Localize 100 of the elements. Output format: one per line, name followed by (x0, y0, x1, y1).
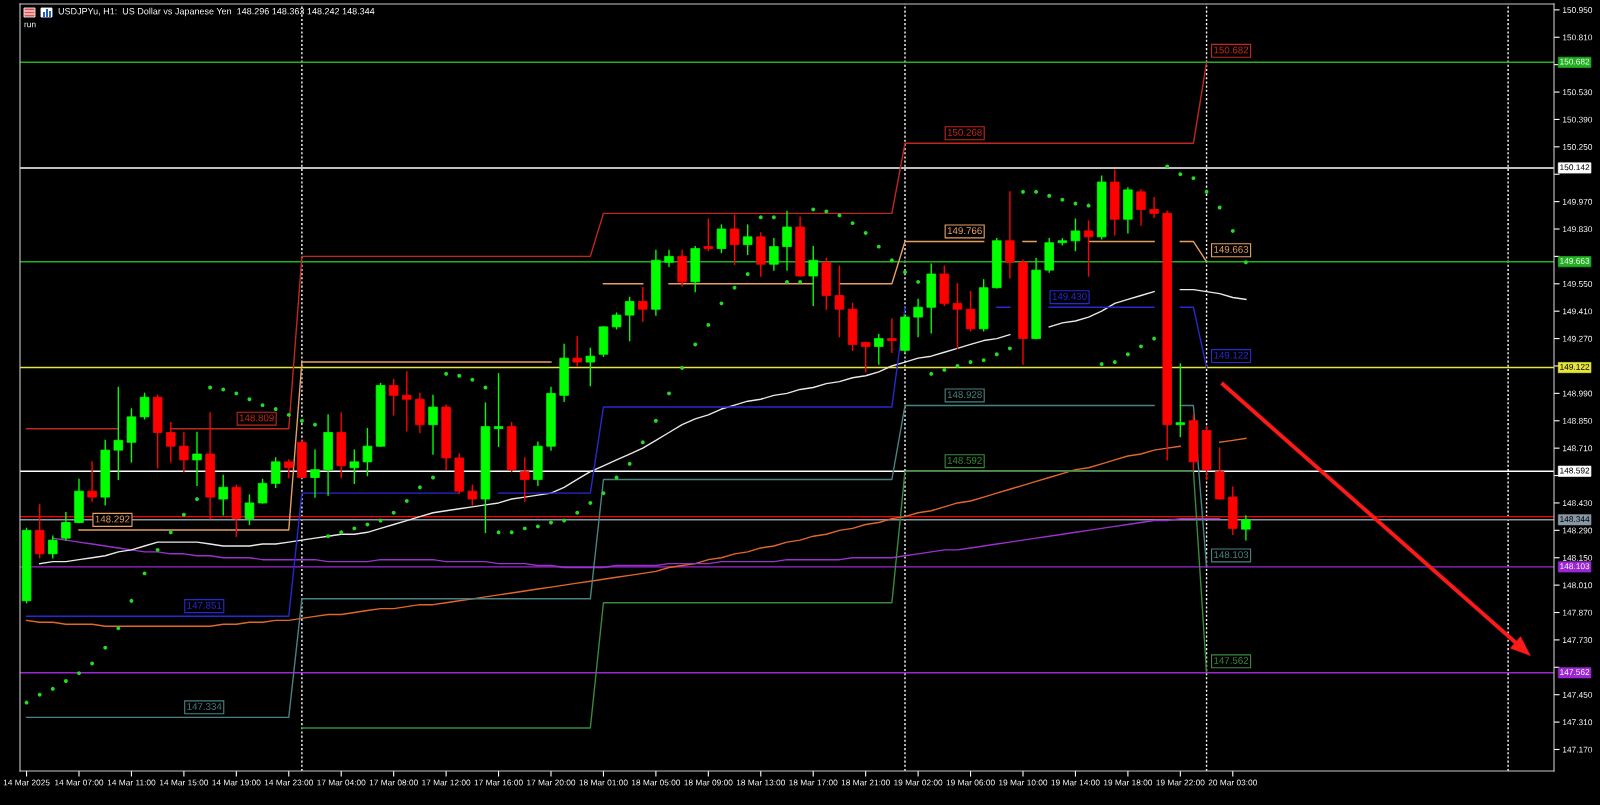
candlestick (87, 461, 97, 502)
candlestick (61, 512, 71, 541)
y-tick-label: 150.530 (1562, 89, 1593, 96)
y-tick-label: 148.010 (1562, 582, 1593, 589)
y-tick-label: 148.430 (1562, 500, 1593, 507)
candlestick (952, 283, 963, 350)
candlestick (48, 535, 58, 559)
x-tick-label: 17 Mar 04:00 (317, 779, 366, 786)
chart-title: USDJPYu, H1: US Dollar vs Japanese Yen 148.296 148.363 148.242 148.344 (58, 7, 375, 17)
x-tick-label: 18 Mar 05:00 (631, 779, 681, 786)
candlestick (1136, 189, 1146, 226)
ref-line-label: 148.103 (1560, 563, 1590, 570)
ref-line-label: 148.592 (1560, 467, 1590, 474)
candlestick (218, 474, 228, 516)
x-tick-label: 18 Mar 17:00 (789, 779, 838, 786)
candlestick (742, 224, 753, 256)
x-tick-label: 14 Mar 07:00 (55, 779, 104, 786)
candlestick (520, 457, 530, 502)
y-tick-label: 150.390 (1562, 116, 1593, 123)
x-tick-label: 19 Mar 14:00 (1051, 779, 1100, 786)
candlestick (887, 318, 897, 353)
x-tick-label: 19 Mar 06:00 (946, 779, 995, 786)
data-label: 149.663 (1214, 245, 1249, 253)
data-label: 148.292 (95, 515, 130, 523)
candlestick (179, 431, 189, 473)
candlestick (1149, 197, 1159, 218)
y-tick-label: 150.950 (1562, 7, 1593, 13)
data-label: 148.809 (239, 414, 274, 422)
candlestick (310, 449, 320, 498)
x-tick-label: 14 Mar 2025 (3, 779, 50, 786)
data-label: 147.562 (1214, 657, 1249, 664)
y-tick-label: 149.410 (1562, 308, 1593, 315)
x-tick-label: 14 Mar 11:00 (107, 779, 156, 786)
data-label: 150.268 (947, 128, 982, 136)
x-tick-label: 19 Mar 22:00 (1156, 779, 1205, 786)
candlestick (166, 422, 176, 463)
x-tick-label: 18 Mar 21:00 (841, 779, 890, 786)
candlestick (493, 373, 504, 447)
ref-line-label: 149.663 (1560, 258, 1590, 264)
y-tick-label: 147.730 (1562, 637, 1593, 644)
x-tick-label: 17 Mar 12:00 (422, 779, 471, 786)
candlestick (729, 214, 740, 265)
data-label: 148.928 (947, 391, 982, 399)
y-tick-label: 147.310 (1562, 719, 1593, 726)
x-tick-label: 14 Mar 23:00 (264, 779, 314, 786)
y-tick-label: 148.710 (1562, 445, 1593, 452)
candlestick (808, 245, 818, 307)
candlestick (782, 210, 792, 271)
candlestick (585, 347, 596, 387)
y-tick-label: 148.990 (1562, 390, 1593, 397)
y-tick-label: 149.970 (1562, 198, 1593, 205)
candlestick (1005, 191, 1015, 279)
data-label: 149.430 (1052, 292, 1087, 300)
candlestick (113, 386, 124, 481)
x-tick-label: 18 Mar 09:00 (684, 779, 733, 786)
y-tick-label: 149.550 (1562, 281, 1593, 287)
data-label: 147.851 (187, 601, 222, 609)
y-tick-label: 147.170 (1562, 746, 1593, 753)
candlestick (716, 224, 727, 254)
x-tick-label: 20 Mar 03:00 (1208, 779, 1258, 786)
candlestick (664, 249, 674, 267)
candlestick (388, 378, 399, 416)
x-tick-label: 14 Mar 15:00 (159, 779, 209, 786)
y-tick-label: 147.870 (1562, 609, 1593, 616)
candlestick (139, 392, 150, 420)
y-tick-label: 150.810 (1562, 34, 1593, 41)
x-tick-label: 14 Mar 19:00 (212, 779, 261, 786)
line-series (301, 470, 1208, 729)
candlestick (192, 431, 202, 487)
x-tick-label: 19 Mar 02:00 (894, 779, 943, 786)
candlestick (1070, 218, 1081, 252)
ref-line-label: 147.562 (1560, 669, 1590, 676)
candlestick (624, 296, 635, 342)
x-tick-label: 17 Mar 20:00 (527, 779, 576, 786)
y-tick-label: 148.290 (1562, 527, 1593, 534)
data-label: 149.766 (947, 227, 982, 235)
x-tick-label: 18 Mar 13:00 (736, 779, 786, 786)
candlestick (244, 494, 255, 526)
candlestick (638, 287, 648, 322)
candlestick (402, 371, 412, 432)
candlestick (1241, 515, 1251, 541)
x-tick-label: 17 Mar 08:00 (369, 779, 418, 786)
candlestick (428, 394, 438, 455)
ref-line-label: 149.122 (1560, 363, 1590, 370)
data-label: 148.592 (947, 456, 982, 464)
y-tick-label: 149.830 (1562, 226, 1593, 233)
x-tick-label: 18 Mar 01:00 (579, 779, 628, 786)
ref-line-label: 150.682 (1560, 58, 1590, 65)
data-label: 149.122 (1214, 351, 1249, 359)
candlestick (270, 457, 281, 488)
candlestick (1175, 363, 1186, 438)
candlestick (572, 335, 582, 367)
text: run (24, 22, 36, 28)
candlestick (467, 484, 478, 506)
data-label: 147.334 (187, 703, 222, 710)
candlestick (349, 449, 360, 485)
candlestick (874, 333, 884, 365)
candlestick (703, 218, 714, 252)
candlestick (965, 290, 976, 332)
x-tick-label: 19 Mar 10:00 (999, 779, 1048, 786)
